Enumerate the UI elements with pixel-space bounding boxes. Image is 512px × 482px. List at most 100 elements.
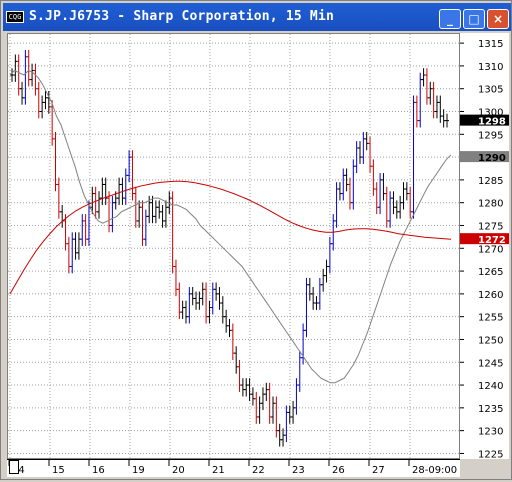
cqg-app-icon: CQG: [6, 11, 24, 23]
price-bar: [207, 300, 212, 324]
price-bar: [143, 209, 148, 246]
price-bar: [374, 182, 379, 215]
price-axis-label: 1270: [478, 244, 503, 255]
price-bar: [83, 214, 88, 246]
price-bar: [123, 168, 128, 205]
price-bar: [297, 350, 302, 392]
price-bar: [271, 396, 275, 424]
price-bar: [127, 150, 132, 183]
window-title: S.JP.J6753 - Sharp Corporation, 15 Min: [29, 9, 335, 24]
price-bar: [264, 382, 269, 402]
price-axis-label: 1310: [478, 62, 503, 73]
chart-plot-area[interactable]: [7, 33, 460, 459]
time-axis[interactable]: 1415161920212223262728-09:00: [7, 459, 460, 477]
price-bar: [163, 200, 168, 228]
price-bar: [321, 268, 326, 292]
price-bar: [107, 191, 112, 233]
price-bar: [160, 204, 165, 228]
price-bar: [287, 405, 292, 424]
price-axis-label: 1235: [478, 404, 503, 415]
price-bar: [76, 232, 81, 260]
close-button[interactable]: ×: [487, 9, 509, 29]
price-bar: [384, 186, 389, 228]
time-axis-label: 15: [52, 465, 65, 476]
price-bar: [173, 259, 178, 297]
short-ma-marker-box: [460, 151, 509, 163]
price-bar: [361, 132, 366, 164]
price-bar: [137, 200, 142, 228]
price-axis-label: 1250: [478, 335, 503, 346]
price-bar: [117, 177, 122, 205]
price-bar: [20, 81, 25, 105]
price-bar: [311, 287, 316, 310]
price-bar: [344, 168, 349, 192]
price-bar: [100, 177, 105, 205]
price-bar: [237, 359, 242, 392]
price-bar: [337, 182, 342, 201]
scroll-corner-box[interactable]: [9, 460, 19, 474]
price-bar: [230, 323, 235, 360]
price-axis-label: 1225: [478, 449, 503, 459]
price-bar: [90, 186, 95, 215]
price-bar: [214, 282, 219, 301]
time-axis-label: 23: [292, 465, 305, 476]
price-bar: [93, 186, 98, 219]
price-bar: [354, 141, 359, 174]
price-bar: [421, 68, 426, 87]
price-bar: [153, 200, 158, 224]
price-bar: [40, 95, 45, 119]
price-bar: [398, 195, 403, 219]
price-bar: [277, 423, 282, 447]
price-bar: [327, 236, 332, 274]
price-bar: [66, 236, 71, 274]
price-bar: [170, 191, 175, 274]
price-bar: [294, 378, 299, 415]
time-axis-label: 21: [212, 465, 225, 476]
price-bar: [371, 159, 376, 196]
price-bar: [184, 300, 188, 324]
price-bar: [70, 232, 75, 274]
long-moving-average-line: [9, 180, 452, 295]
price-axis-label: 1240: [478, 381, 503, 392]
price-bar: [304, 277, 309, 338]
price-bar: [411, 95, 416, 219]
title-bar[interactable]: CQG S.JP.J6753 - Sharp Corporation, 15 M…: [3, 3, 511, 31]
price-bar: [80, 214, 85, 246]
price-bar: [60, 204, 65, 228]
price-bar: [204, 282, 209, 324]
price-bar: [368, 136, 373, 174]
price-bar: [441, 109, 446, 128]
price-bar: [157, 200, 162, 219]
price-axis-label: 1285: [478, 176, 503, 187]
price-bar: [428, 81, 433, 105]
time-axis-label: 20: [172, 465, 185, 476]
price-bar: [434, 95, 439, 119]
price-bar: [30, 63, 35, 87]
price-bar: [347, 177, 352, 210]
price-axis-svg: 1225 1230 1235 1240 1245 1250 1255 1260 1265 1270…: [460, 39, 509, 460]
price-bar: [220, 296, 225, 324]
price-bar: [401, 182, 406, 210]
price-bar: [274, 396, 279, 438]
price-bar: [13, 54, 18, 82]
price-bar: [103, 177, 108, 205]
price-bar: [23, 49, 28, 105]
price-bar: [56, 177, 61, 219]
price-bar: [408, 186, 413, 219]
price-bar: [240, 378, 245, 397]
minimize-button[interactable]: _: [439, 9, 461, 29]
last-price-marker-box: [460, 114, 509, 126]
price-bar: [431, 81, 436, 119]
price-bar: [244, 378, 249, 397]
price-bar: [130, 150, 135, 201]
maximize-button[interactable]: □: [463, 9, 485, 29]
price-bar: [200, 282, 205, 306]
price-bar: [36, 81, 41, 119]
price-axis[interactable]: 1225 1230 1235 1240 1245 1250 1255 1260 1265 1270…: [460, 33, 509, 460]
price-axis-label: 1230: [478, 427, 503, 438]
time-axis-label: 22: [252, 465, 265, 476]
price-bar: [324, 259, 329, 283]
price-axis-label: 1255: [478, 313, 503, 324]
price-bar: [445, 113, 449, 128]
price-axis-label: 1305: [478, 85, 503, 96]
